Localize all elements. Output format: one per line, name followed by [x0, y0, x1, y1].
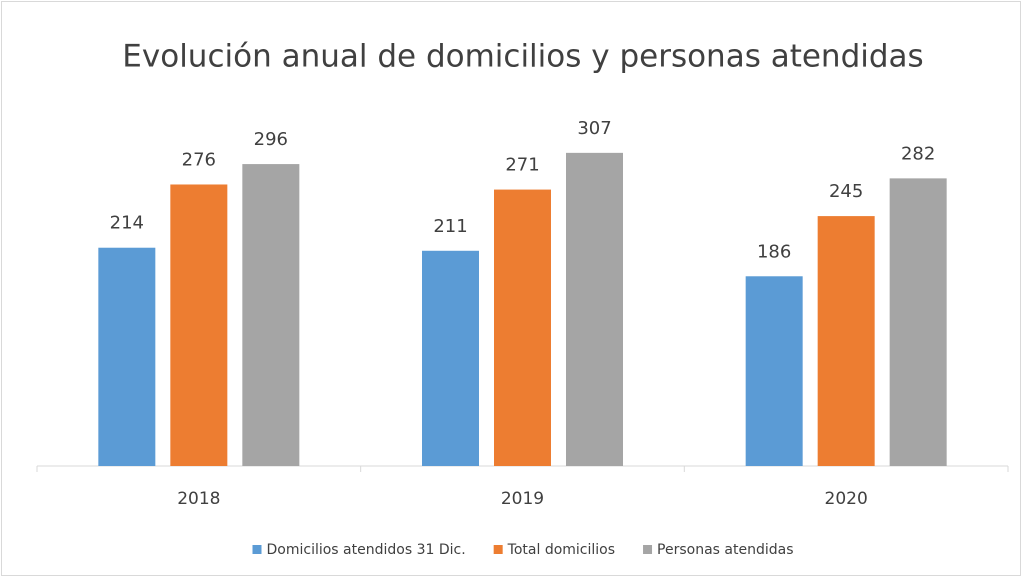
data-label: 276	[182, 149, 216, 170]
legend-swatch	[493, 545, 503, 554]
bar	[745, 276, 803, 466]
bar	[242, 164, 300, 466]
bar	[817, 216, 875, 466]
chart-title: Evolución anual de domicilios y personas…	[122, 39, 923, 75]
x-tick-label: 2018	[177, 489, 220, 509]
legend-item: Total domicilios	[493, 542, 615, 558]
legend-label: Domicilios atendidos 31 Dic.	[267, 542, 466, 558]
data-label: 271	[505, 155, 539, 176]
legend-item: Domicilios atendidos 31 Dic.	[252, 542, 466, 558]
legend-swatch	[252, 545, 262, 554]
bar	[494, 189, 551, 466]
data-label: 282	[901, 143, 935, 164]
data-label: 245	[829, 181, 863, 202]
legend-item: Personas atendidas	[643, 542, 794, 558]
legend-swatch	[643, 545, 653, 554]
bar	[566, 152, 623, 467]
x-tick-label: 2019	[501, 489, 544, 509]
bar	[422, 250, 479, 466]
legend-label: Total domicilios	[507, 542, 615, 558]
data-label: 211	[433, 216, 467, 237]
x-tick-label: 2020	[825, 489, 868, 509]
data-label: 296	[254, 129, 288, 150]
data-label: 307	[577, 118, 611, 139]
data-label: 214	[110, 213, 144, 234]
data-label: 186	[757, 241, 791, 262]
bar	[98, 247, 156, 466]
legend-label: Personas atendidas	[657, 542, 793, 558]
bar	[170, 184, 228, 467]
bar	[889, 178, 947, 467]
